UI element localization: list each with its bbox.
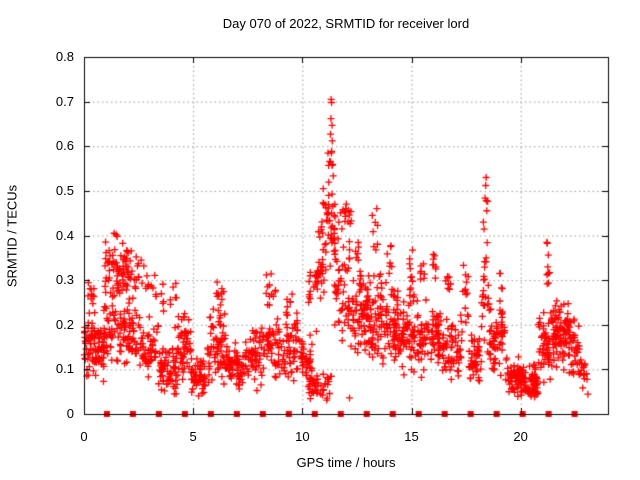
y-tick-label: 0.6	[55, 138, 74, 154]
y-tick-label: 0.1	[55, 361, 74, 377]
x-tick-label: 0	[80, 429, 88, 444]
y-tick-label: 0.5	[55, 182, 74, 198]
y-tick-label: 0	[66, 406, 74, 421]
x-tick-label: 15	[404, 429, 419, 444]
x-tick-label: 5	[189, 429, 197, 444]
chart-title: Day 070 of 2022, SRMTID for receiver lor…	[222, 16, 470, 31]
x-axis-title: GPS time / hours	[296, 455, 396, 470]
x-tick-label: 10	[295, 429, 310, 444]
y-tick-label: 0.7	[55, 93, 74, 109]
y-tick-label: 0.4	[55, 227, 74, 243]
y-tick-label: 0.8	[55, 49, 74, 64]
y-tick-label: 0.3	[55, 272, 74, 288]
y-tick-label: 0.2	[55, 316, 74, 332]
x-tick-label: 20	[513, 429, 528, 444]
